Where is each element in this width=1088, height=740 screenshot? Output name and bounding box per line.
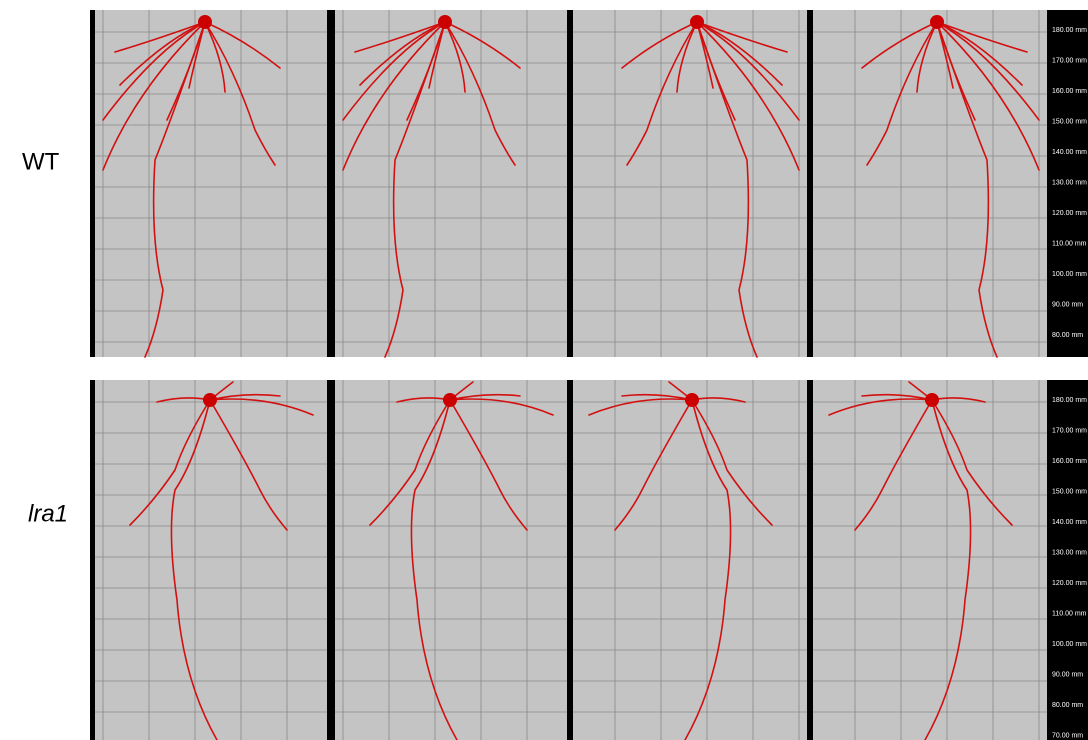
root-crown	[925, 393, 939, 407]
root-crown	[438, 15, 452, 29]
panel-background	[95, 10, 327, 357]
scale-label: 180.00 mm	[1052, 397, 1087, 404]
scale-label: 110.00 mm	[1052, 240, 1087, 247]
panel-background	[573, 10, 807, 357]
scale-label: 140.00 mm	[1052, 149, 1087, 156]
scale-label: 180.00 mm	[1052, 27, 1087, 34]
root-crown	[443, 393, 457, 407]
root-crown	[203, 393, 217, 407]
scale-label: 150.00 mm	[1052, 488, 1087, 495]
scale-label: 160.00 mm	[1052, 88, 1087, 95]
root-panel	[813, 380, 1047, 740]
scale-label: 160.00 mm	[1052, 458, 1087, 465]
scale-label: 130.00 mm	[1052, 179, 1087, 186]
root-panel	[813, 10, 1047, 357]
root-panel	[95, 10, 327, 357]
panel-background	[813, 380, 1047, 740]
scale-label: 120.00 mm	[1052, 210, 1087, 217]
root-panel	[335, 10, 567, 357]
panel-background	[813, 10, 1047, 357]
panel-background	[573, 380, 807, 740]
root-panel	[573, 10, 807, 357]
scale-label: 100.00 mm	[1052, 641, 1087, 648]
scale-label: 170.00 mm	[1052, 57, 1087, 64]
panel-background	[335, 10, 567, 357]
root-crown	[930, 15, 944, 29]
scale-label: 90.00 mm	[1052, 301, 1083, 308]
scale-label: 150.00 mm	[1052, 118, 1087, 125]
panel-background	[95, 380, 327, 740]
scale-label: 130.00 mm	[1052, 549, 1087, 556]
scale-label: 80.00 mm	[1052, 332, 1083, 339]
scale-label: 100.00 mm	[1052, 271, 1087, 278]
root-crown	[198, 15, 212, 29]
root-crown	[690, 15, 704, 29]
scale-label: 80.00 mm	[1052, 702, 1083, 709]
scale-label: 70.00 mm	[1052, 732, 1083, 739]
scale-label: 140.00 mm	[1052, 519, 1087, 526]
root-crown	[685, 393, 699, 407]
figure: WT lra1 180.00 mm 170.00 mm 160.00 mm 150.0…	[0, 0, 1088, 740]
scale-label: 90.00 mm	[1052, 671, 1083, 678]
scale-label: 110.00 mm	[1052, 610, 1087, 617]
scale-label: 170.00 mm	[1052, 427, 1087, 434]
scale-label: 120.00 mm	[1052, 580, 1087, 587]
panel-background	[335, 380, 567, 740]
root-panel	[95, 380, 327, 740]
row-label: WT	[22, 148, 60, 175]
root-panel	[335, 380, 567, 740]
row-label: lra1	[28, 500, 68, 527]
root-panel	[573, 380, 807, 740]
